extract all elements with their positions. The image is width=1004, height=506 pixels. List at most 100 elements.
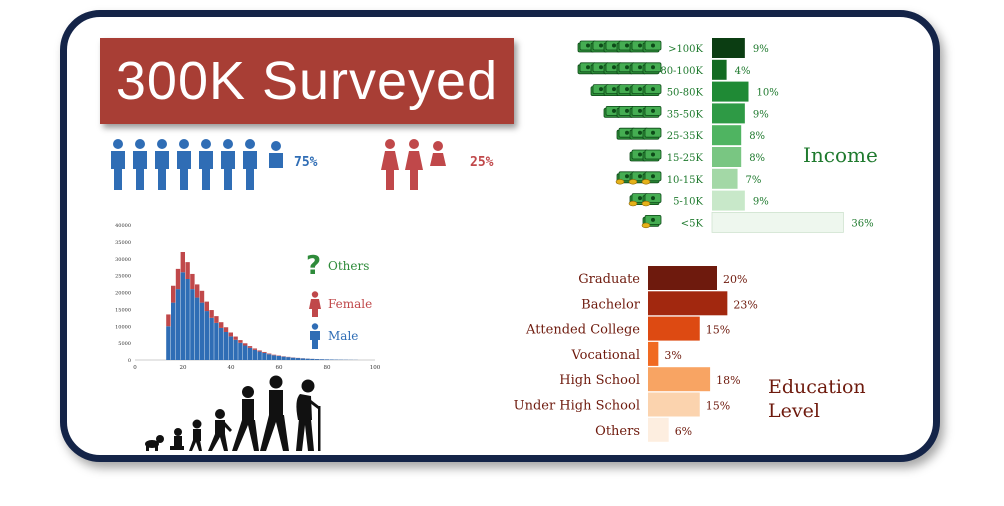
age-progression-silhouette-icon (145, 375, 321, 451)
male-person-icon (177, 139, 191, 190)
education-value-label: 15% (706, 324, 730, 337)
page-title: 300K Surveyed (115, 51, 499, 111)
money-stack-icon (642, 106, 662, 118)
male-person-icon (221, 139, 235, 190)
x-tick-label: 20 (180, 365, 187, 371)
female-figure-icon (309, 291, 321, 317)
female-bar (247, 346, 253, 348)
male-bar (324, 359, 329, 360)
education-chart: Graduate 20% Bachelor 23% Attended College 15… (514, 266, 758, 442)
income-category-label: 15-25K (667, 153, 704, 164)
female-bar (267, 353, 272, 355)
coin-stack-icon (641, 214, 662, 229)
male-bar (185, 279, 190, 360)
x-tick-label: 60 (276, 365, 283, 371)
female-bar (238, 340, 243, 343)
male-bar (195, 297, 200, 360)
education-bar (648, 367, 711, 392)
y-tick-label: 0 (128, 358, 131, 364)
male-bar (300, 358, 305, 360)
education-label-line2: Level (768, 400, 820, 422)
income-value-label: 8% (749, 131, 765, 142)
male-bar (190, 289, 195, 360)
education-category-label: Attended College (525, 323, 640, 338)
y-tick-label: 5000 (118, 341, 131, 347)
legend-female-label: Female (328, 297, 373, 311)
partial-female-person-icon (430, 141, 446, 166)
male-bar (276, 355, 281, 360)
y-tick-label: 10000 (115, 324, 131, 330)
income-category-label: <5K (681, 218, 704, 229)
y-tick-label: 30000 (115, 257, 131, 263)
income-category-label: 10-15K (667, 175, 704, 186)
income-category-label: >100K (668, 44, 703, 55)
education-label: Education Level (768, 376, 866, 422)
female-bar (257, 350, 262, 352)
income-bar (712, 81, 749, 102)
male-person-icon (155, 139, 169, 190)
male-person-icon (199, 139, 213, 190)
gender-split-icons (111, 139, 283, 190)
male-bar (175, 289, 181, 360)
income-category-label: 80-100K (660, 66, 703, 77)
income-chart: >100K 9% 80-100K 4% 50-80K 10% 35-50K 9% 25-35K 8… (577, 38, 874, 233)
education-bar (648, 392, 700, 417)
female-bar (223, 327, 229, 332)
education-bar (648, 316, 700, 341)
female-bar (214, 316, 219, 323)
income-value-label: 7% (746, 175, 762, 186)
income-category-label: 5-10K (673, 197, 703, 208)
income-value-label: 4% (735, 66, 751, 77)
education-category-label: Under High School (514, 399, 640, 414)
female-bar (228, 332, 233, 337)
coin-stack-icon (641, 193, 662, 207)
female-bar (180, 252, 185, 273)
male-figure-icon (310, 323, 320, 349)
male-bar (271, 355, 277, 360)
education-bar (648, 266, 717, 290)
male-bar (329, 359, 334, 360)
income-bar (712, 59, 727, 80)
male-person-icon (111, 139, 125, 190)
education-category-label: Bachelor (581, 297, 641, 312)
male-bar (243, 345, 248, 360)
male-bar (166, 326, 171, 360)
male-bar (171, 302, 176, 360)
income-value-label: 9% (753, 109, 769, 120)
male-bar (291, 357, 296, 360)
education-category-label: Graduate (578, 272, 640, 287)
female-bar (175, 268, 181, 290)
title-banner: 300K Surveyed (100, 38, 514, 124)
male-bar (267, 354, 272, 360)
income-value-label: 9% (753, 197, 769, 208)
x-tick-label: 40 (228, 365, 235, 371)
male-bar (257, 351, 262, 360)
y-tick-label: 20000 (115, 291, 131, 297)
money-stack-icon (642, 62, 662, 75)
female-percent: 25% (470, 155, 494, 170)
female-bar (204, 301, 209, 312)
income-category-label: 50-80K (667, 88, 704, 99)
education-bar (648, 417, 669, 442)
education-label-line1: Education (768, 376, 866, 398)
y-tick-label: 40000 (115, 223, 131, 229)
male-bar (180, 272, 185, 360)
income-label: Income (803, 143, 878, 167)
income-category-label: 25-35K (667, 131, 704, 142)
female-bar (171, 285, 176, 303)
female-bar (209, 310, 214, 318)
male-bar (238, 342, 243, 360)
income-bar (712, 190, 745, 211)
legend-others-label: Others (328, 259, 370, 273)
partial-male-person-icon (269, 141, 283, 168)
male-bar (262, 352, 267, 360)
female-person-icon (381, 139, 399, 190)
male-bar (295, 358, 301, 360)
male-bar (199, 302, 205, 360)
female-bar (185, 262, 190, 279)
education-bar (648, 341, 659, 366)
y-tick-label: 25000 (115, 274, 131, 280)
y-tick-label: 35000 (115, 240, 131, 246)
money-stack-icon (642, 40, 662, 53)
coin-stack-icon (628, 193, 649, 207)
